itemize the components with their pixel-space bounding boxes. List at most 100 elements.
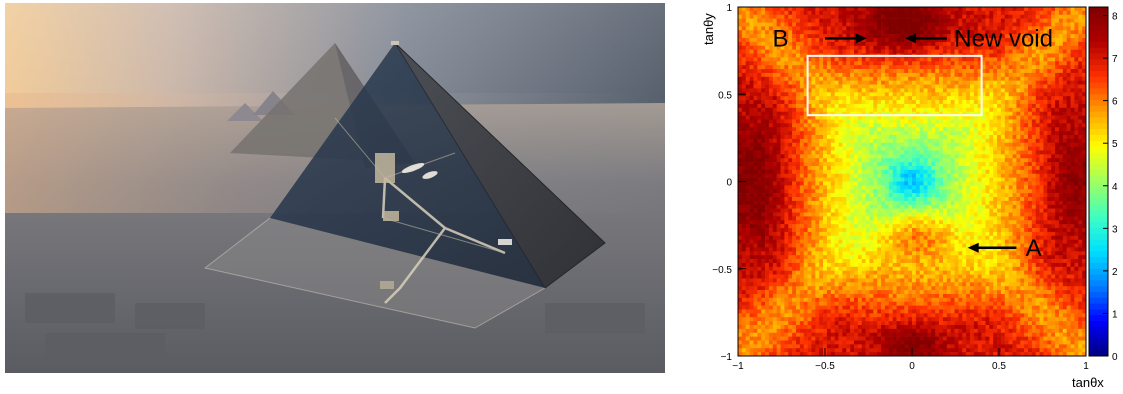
heatmap-cell [892, 26, 897, 31]
heatmap-cell [1082, 72, 1087, 78]
heatmap-cell [877, 197, 882, 202]
heatmap-cell [842, 177, 847, 182]
heatmap-cell [962, 197, 967, 202]
heatmap-cell [1043, 142, 1048, 147]
heatmap-cell [815, 30, 820, 35]
heatmap-cell [854, 177, 859, 182]
heatmap-cell [1000, 92, 1006, 97]
heatmap-cell [908, 208, 913, 213]
heatmap-cell [881, 193, 886, 198]
heatmap-cell [1055, 185, 1060, 190]
heatmap-cell [796, 181, 801, 186]
heatmap-cell [942, 154, 948, 159]
heatmap-cell [738, 138, 743, 144]
heatmap-cell [1039, 107, 1044, 112]
heatmap-cell [1004, 69, 1009, 74]
heatmap-cell [1043, 26, 1048, 31]
heatmap-cell [741, 22, 747, 27]
heatmap-cell [1078, 41, 1083, 47]
heatmap-cell [796, 38, 801, 43]
heatmap-cell [884, 115, 890, 120]
heatmap-cell [834, 115, 839, 120]
heatmap-cell [765, 61, 770, 66]
heatmap-cell [1070, 111, 1075, 116]
heatmap-cell [884, 96, 890, 101]
heatmap-cell [962, 200, 967, 206]
heatmap-cell [966, 45, 971, 50]
heatmap-cell [1020, 92, 1025, 97]
heatmap-cell [923, 57, 928, 62]
heatmap-cell [888, 26, 893, 31]
heatmap-cell [908, 165, 913, 171]
heatmap-cell [1031, 57, 1037, 62]
heatmap-cell [745, 100, 750, 105]
heatmap-cell [973, 212, 979, 217]
heatmap-cell [919, 88, 924, 93]
heatmap-cell [881, 76, 886, 81]
heatmap-cell [912, 154, 917, 159]
heatmap-cell [792, 65, 797, 70]
heatmap-cell [826, 131, 832, 136]
heatmap-cell [1066, 88, 1071, 93]
heatmap-cell [993, 72, 998, 78]
heatmap-cell [819, 169, 824, 175]
heatmap-cell [900, 158, 905, 163]
heatmap-cell [741, 208, 747, 213]
heatmap-cell [784, 220, 789, 225]
heatmap-cell [993, 69, 998, 74]
heatmap-cell [811, 220, 816, 225]
heatmap-cell [776, 123, 781, 128]
heatmap-cell [772, 10, 777, 16]
heatmap-cell [768, 212, 774, 217]
heatmap-cell [927, 72, 932, 78]
heatmap-cell [977, 162, 982, 167]
heatmap-cell [753, 200, 758, 206]
heatmap-cell [954, 212, 959, 217]
heatmap-cell [792, 158, 797, 163]
heatmap-cell [884, 212, 890, 217]
heatmap-cell [927, 162, 932, 167]
heatmap-cell [807, 7, 812, 12]
heatmap-cell [877, 154, 882, 159]
heatmap-cell [966, 49, 971, 54]
heatmap-cell [850, 216, 855, 221]
heatmap-cell [861, 146, 866, 151]
heatmap-cell [753, 150, 758, 155]
heatmap-cell [1039, 165, 1044, 171]
heatmap-cell [745, 119, 750, 124]
heatmap-cell [989, 26, 994, 31]
heatmap-cell [1062, 14, 1067, 19]
heatmap-cell [923, 158, 928, 163]
heatmap-cell [846, 146, 851, 151]
heatmap-cell [966, 119, 971, 124]
heatmap-cell [970, 30, 975, 35]
heatmap-cell [865, 92, 870, 97]
heatmap-cell [927, 138, 932, 144]
heatmap-cell [973, 185, 979, 190]
heatmap-cell [1004, 165, 1009, 171]
heatmap-cell [900, 185, 905, 190]
heatmap-cell [993, 30, 998, 35]
heatmap-cell [745, 107, 750, 112]
heatmap-cell [826, 69, 832, 74]
heatmap-cell [942, 138, 948, 144]
heatmap-cell [939, 22, 944, 27]
heatmap-cell [946, 57, 951, 62]
heatmap-cell [1066, 10, 1071, 16]
heatmap-cell [792, 92, 797, 97]
heatmap-cell [846, 18, 851, 23]
heatmap-cell [1074, 216, 1079, 221]
heatmap-cell [973, 65, 979, 70]
heatmap-cell [792, 80, 797, 85]
heatmap-cell [1047, 10, 1052, 16]
heatmap-cell [869, 208, 874, 213]
heatmap-cell [780, 173, 785, 178]
heatmap-cell [869, 100, 874, 105]
heatmap-cell [792, 61, 797, 66]
heatmap-cell [1012, 162, 1017, 167]
heatmap-cell [1024, 169, 1029, 175]
heatmap-cell [1000, 193, 1006, 198]
heatmap-cell [923, 7, 928, 12]
heatmap-cell [776, 150, 781, 155]
heatmap-cell [1020, 80, 1025, 85]
